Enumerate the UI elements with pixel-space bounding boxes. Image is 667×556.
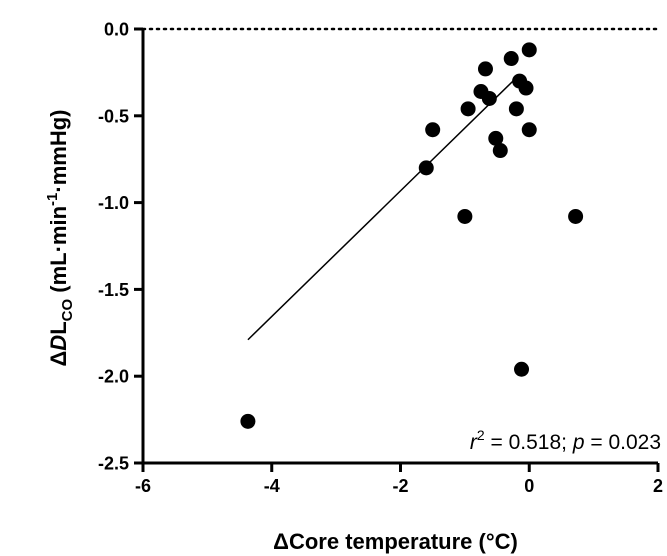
data-point	[460, 101, 476, 117]
chart-marks: 0.0 -0.5 -1.0 -1.5 -2.0 -2.5 -6 -4 -2 0 2	[98, 20, 663, 497]
data-point	[488, 130, 504, 146]
data-point	[425, 122, 441, 138]
y-tick-label: -2.0	[98, 367, 129, 387]
data-point	[521, 122, 537, 138]
y-tick-label: 0.0	[104, 20, 129, 40]
x-tick-label: 2	[653, 476, 663, 496]
data-point	[418, 160, 434, 176]
data-point	[457, 208, 473, 224]
data-point	[492, 143, 508, 159]
data-point	[568, 208, 584, 224]
data-point	[508, 101, 524, 117]
y-tick-label: -2.5	[98, 454, 129, 474]
y-tick-label: -0.5	[98, 106, 129, 126]
x-tick-label: -6	[135, 476, 151, 496]
y-tick-label: -1.5	[98, 280, 129, 300]
x-tick-label: -4	[264, 476, 280, 496]
x-tick-label: 0	[524, 476, 534, 496]
y-tick-label: -1.0	[98, 193, 129, 213]
x-tick-label: -2	[392, 476, 408, 496]
y-axis-title: ΔDLCO (mL·min-1·mmHg)	[44, 110, 76, 367]
data-point	[514, 361, 530, 377]
data-point	[521, 42, 537, 58]
regression-line	[247, 75, 519, 341]
data-point	[503, 51, 519, 67]
stats-annotation: r2 = 0.518; p = 0.023	[470, 427, 661, 454]
data-point	[477, 61, 493, 77]
x-axis-title: ΔCore temperature (°C)	[273, 529, 518, 554]
data-point	[518, 80, 534, 96]
data-point	[240, 413, 256, 429]
data-point	[481, 90, 497, 106]
